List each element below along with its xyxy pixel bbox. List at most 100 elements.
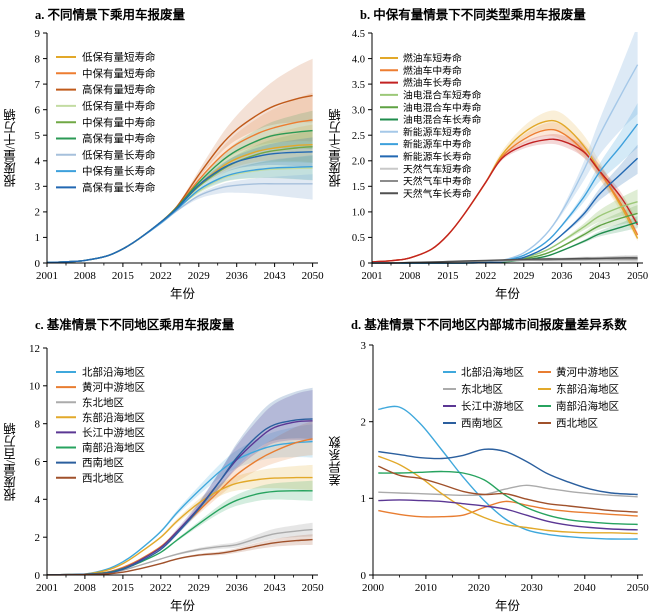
legend-label: 东部沿海地区 <box>556 383 619 396</box>
panel-c-xaxis-label: 年份 <box>169 599 195 613</box>
legend-item: 西北地区 <box>56 471 124 484</box>
x-tick-label: 2029 <box>188 582 211 594</box>
y-tick-label: 1 <box>361 493 367 505</box>
series-lines <box>378 405 638 540</box>
line-低保有量长寿命 <box>47 183 313 264</box>
legend-item: 东部沿海地区 <box>538 383 619 396</box>
y-tick-label: 1.5 <box>352 182 365 193</box>
legend-label: 新能源车长寿命 <box>403 150 472 163</box>
y-tick-label: 5 <box>35 130 41 142</box>
legend-item: 油电混合车长寿命 <box>380 113 482 126</box>
y-tick-label: 0.5 <box>352 233 365 244</box>
y-tick-label: 0 <box>35 570 41 582</box>
axes: 0 1 2 3 2000 2010 2020 2030 2040 2050 <box>361 340 650 594</box>
y-tick-label: 10 <box>29 381 41 393</box>
panel-a-chart: 0 1 2 3 4 5 6 7 8 9 2001 2008 2015 2022 2029 2036 2043 20… <box>35 28 325 282</box>
series-lines <box>47 94 313 264</box>
panel-a-yaxis-label: 报废量/千万辆 <box>4 108 18 188</box>
legend-label: 天然气车短寿命 <box>403 162 472 175</box>
y-tick-label: 4 <box>35 494 41 506</box>
legend-item: 新能源车中寿命 <box>380 138 472 151</box>
x-tick-label: 2001 <box>36 582 58 594</box>
y-tick-label: 8 <box>35 419 41 431</box>
legend-item: 低保有量短寿命 <box>56 51 156 64</box>
legend-item: 西南地区 <box>443 417 503 430</box>
panel-d-xaxis-label: 年份 <box>494 599 520 613</box>
axes: 0 0.5 1.0 1.5 2.0 2.5 3.0 3.5 4.0 4.5 2001 2008 2015… <box>352 29 648 282</box>
legend-label: 东北地区 <box>82 396 124 409</box>
y-tick-label: 3 <box>35 181 41 193</box>
axes: 0 1 2 3 4 5 6 7 8 9 2001 2008 2015 2022 2029 2036 2043 20… <box>35 28 325 282</box>
y-tick-label: 0 <box>360 259 365 270</box>
band-中保有量长寿命 <box>47 155 313 263</box>
legend-label: 北部沿海地区 <box>461 366 524 379</box>
y-tick-label: 6 <box>35 105 41 117</box>
y-tick-label: 3.0 <box>352 106 365 117</box>
x-tick-label: 2043 <box>264 582 287 594</box>
legend-item: 天然气车长寿命 <box>380 187 472 200</box>
line-西北地区 <box>47 538 313 576</box>
band-北部沿海地区 <box>47 424 313 575</box>
legend-label: 西南地区 <box>461 417 503 430</box>
panel-b-yaxis-label: 报废量/千万辆 <box>329 108 343 188</box>
legend-item: 西南地区 <box>56 456 124 469</box>
legend-label: 黄河中游地区 <box>82 381 145 394</box>
legend-item: 天然气车短寿命 <box>380 162 472 175</box>
legend-item: 油电混合车短寿命 <box>380 89 482 102</box>
band-西南地区 <box>47 387 313 575</box>
legend: 低保有量短寿命中保有量短寿命高保有量短寿命低保有量中寿命中保有量中寿命高保有量中… <box>56 51 156 194</box>
legend-item: 燃油车短寿命 <box>380 52 462 65</box>
legend-item: 高保有量短寿命 <box>56 83 156 96</box>
legend-item: 中保有量长寿命 <box>56 165 156 178</box>
axes: 0 2 4 6 8 10 12 2001 2008 2015 2022 2029 2036 2043 205… <box>29 343 324 594</box>
y-tick-label: 7 <box>35 79 41 91</box>
legend-label: 油电混合车短寿命 <box>403 89 482 102</box>
y-tick-label: 2.5 <box>352 131 365 142</box>
y-tick-label: 3 <box>361 340 367 352</box>
y-tick-label: 12 <box>29 343 40 355</box>
line-天然气车长寿命 <box>372 257 638 264</box>
y-tick-label: 0 <box>361 570 367 582</box>
legend-item: 油电混合车中寿命 <box>380 101 482 114</box>
legend-label: 长江中游地区 <box>82 426 145 439</box>
legend-item: 长江中游地区 <box>56 426 145 439</box>
panel-c-title: c. 基准情景下不同地区乘用车报废量 <box>35 318 235 332</box>
legend-label: 中保有量中寿命 <box>82 116 156 129</box>
band-中保有量短寿命 <box>47 92 313 263</box>
band-长江中游地区 <box>47 390 313 575</box>
legend-label: 燃油车中寿命 <box>403 64 462 77</box>
y-tick-label: 2 <box>35 532 41 544</box>
x-tick-label: 2050 <box>627 582 650 594</box>
y-tick-label: 1 <box>35 232 41 244</box>
x-tick-label: 2022 <box>150 582 172 594</box>
legend-label: 天然气车中寿命 <box>403 175 472 188</box>
legend-label: 低保有量短寿命 <box>82 51 156 64</box>
x-tick-label: 2008 <box>399 271 420 282</box>
legend-item: 东北地区 <box>56 396 124 409</box>
y-tick-label: 4.5 <box>352 29 365 40</box>
y-tick-label: 2 <box>361 417 367 429</box>
legend-item: 长江中游地区 <box>443 400 524 413</box>
legend-item: 高保有量长寿命 <box>56 181 156 194</box>
legend-item: 东北地区 <box>443 383 503 396</box>
x-tick-label: 2050 <box>302 270 325 282</box>
band-西北地区 <box>47 534 313 575</box>
line-高保有量长寿命 <box>47 151 313 264</box>
legend-item: 燃油车中寿命 <box>380 64 462 77</box>
line-东北地区 <box>378 484 638 498</box>
legend-item: 南部沿海地区 <box>538 400 619 413</box>
y-tick-label: 8 <box>35 53 41 65</box>
legend-label: 黄河中游地区 <box>556 366 619 379</box>
panel-d-yaxis-label: 差异系数 <box>329 436 343 487</box>
series-lines <box>372 64 639 264</box>
band-高保有量中寿命 <box>47 110 313 263</box>
legend-item: 西北地区 <box>538 417 598 430</box>
legend-label: 高保有量中寿命 <box>82 132 156 145</box>
x-tick-label: 2036 <box>551 271 572 282</box>
x-tick-label: 2022 <box>475 271 496 282</box>
x-tick-label: 2001 <box>36 270 58 282</box>
panel-b: 0 0.5 1.0 1.5 2.0 2.5 3.0 3.5 4.0 4.5 2001 2008 2015… <box>325 0 650 307</box>
legend-label: 燃油车短寿命 <box>403 52 462 65</box>
line-北部沿海地区 <box>378 405 638 540</box>
